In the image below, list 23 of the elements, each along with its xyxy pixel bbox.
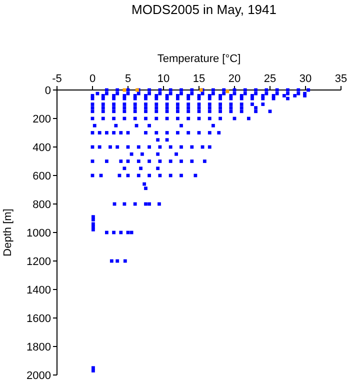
x-tick-label: 35 [334, 73, 348, 85]
y-axis-title: Depth [m] [2, 208, 14, 256]
x-tick-label: 0 [89, 73, 96, 85]
x-tick-label: 10 [157, 73, 170, 85]
x-tick-label: -5 [52, 73, 62, 85]
y-tick-label: 1200 [26, 256, 51, 268]
y-tick-label: 1800 [26, 342, 51, 354]
chart-title: MODS2005 in May, 1941 [132, 2, 276, 17]
y-tick-label: 800 [32, 199, 51, 211]
y-tick-label: 400 [32, 142, 51, 154]
x-tick-label: 15 [192, 73, 206, 85]
y-tick-label: 200 [32, 114, 51, 126]
y-tick-label: 1000 [26, 228, 51, 240]
y-tick-label: 0 [44, 85, 51, 97]
y-tick-label: 1400 [26, 284, 51, 296]
y-tick-label: 600 [32, 170, 51, 182]
x-tick-label: 5 [124, 73, 132, 85]
x-axis-title: Temperature [°C] [157, 53, 241, 65]
x-tick-label: 25 [264, 73, 276, 85]
x-tick-label: 20 [228, 73, 241, 85]
x-tick-label: 30 [299, 73, 312, 85]
y-tick-label: 1600 [26, 313, 51, 325]
y-tick-label: 2000 [26, 370, 51, 382]
